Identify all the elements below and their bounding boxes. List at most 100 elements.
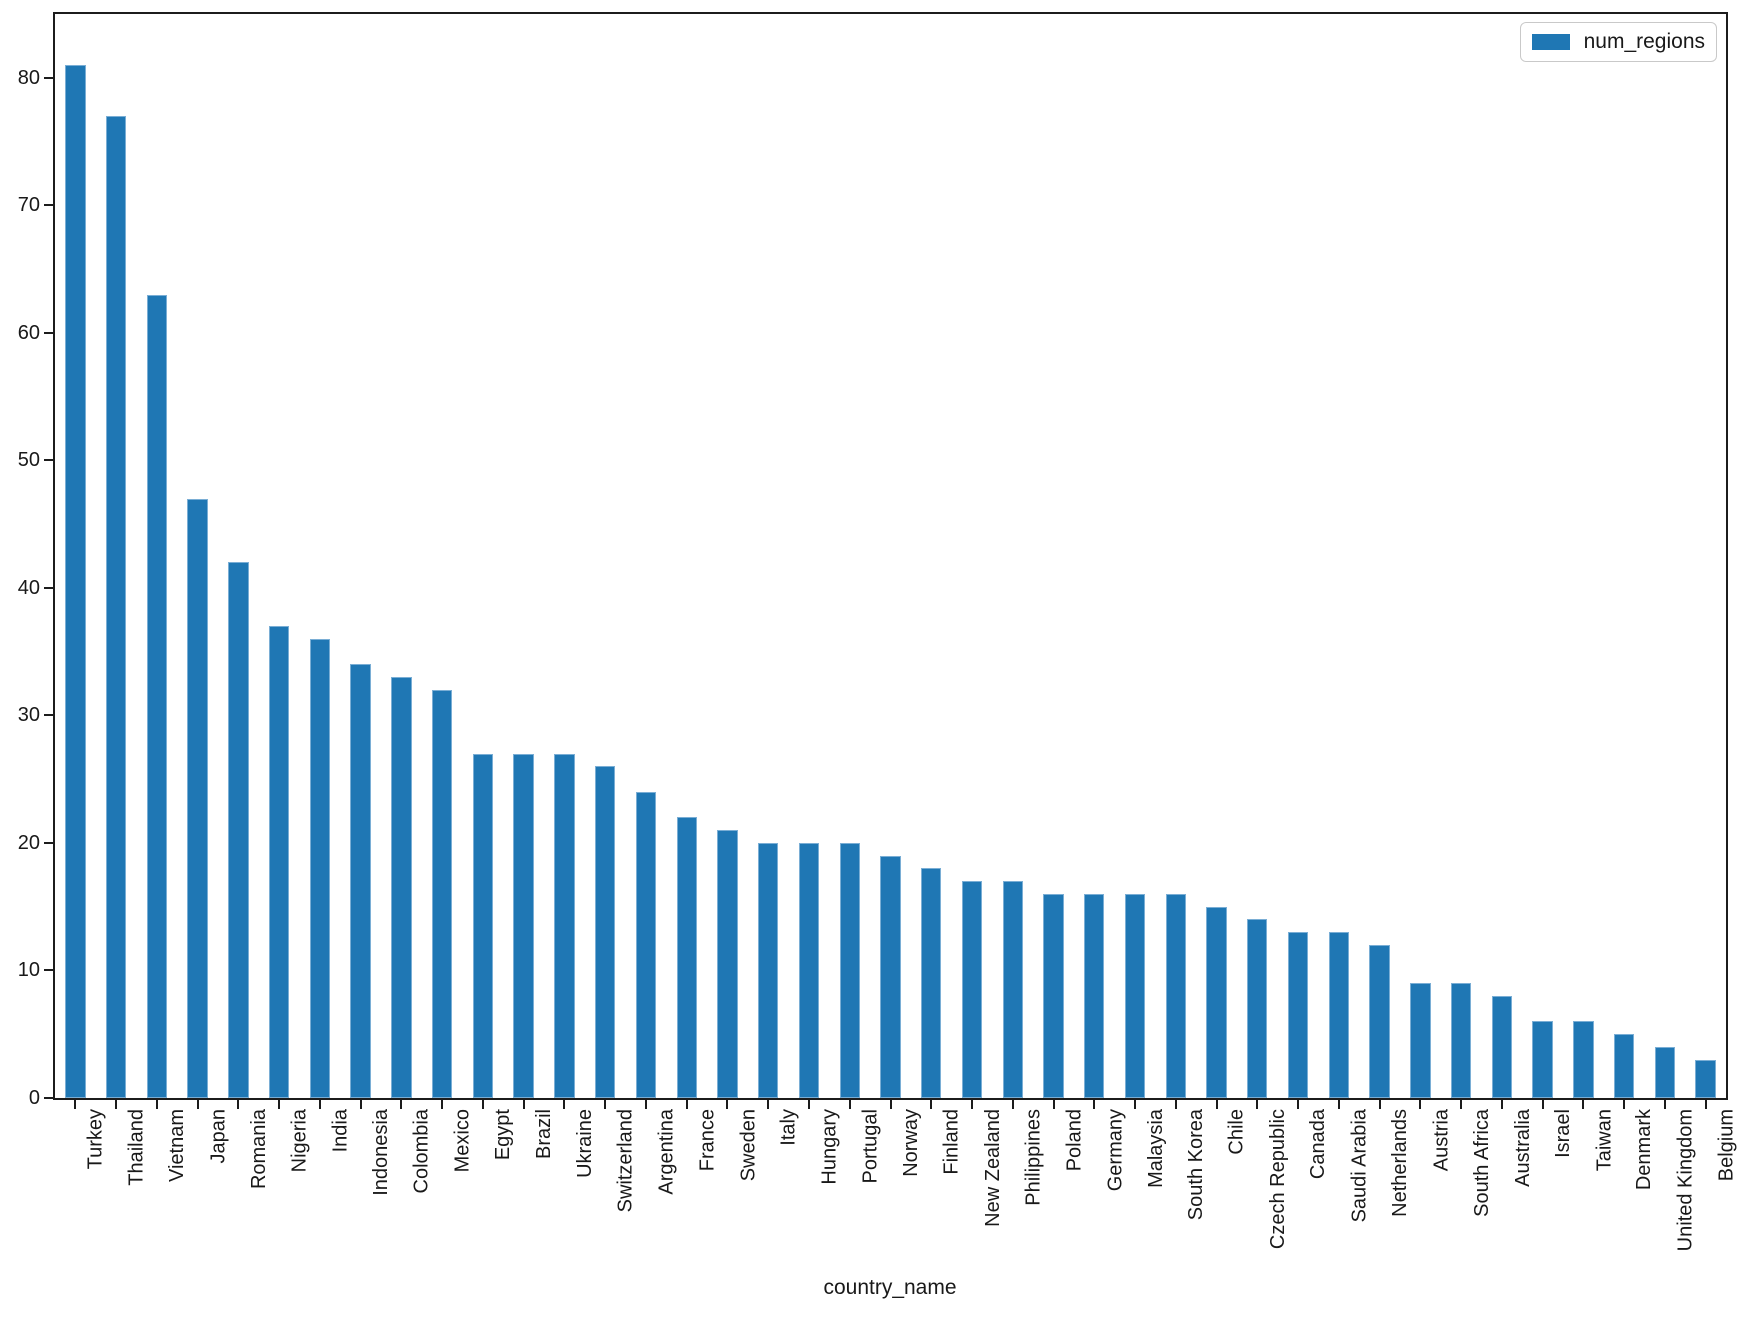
bar-switzerland (595, 766, 616, 1098)
x-tick-label: Poland (1063, 1109, 1086, 1172)
plot-area: num_regions 0 10 20 30 40 50 60 70 80 Turkey Thail… (18, 12, 1737, 1251)
x-tick-mark (237, 1100, 240, 1109)
x-tick-mark (400, 1100, 403, 1109)
y-tick-mark (44, 841, 53, 844)
bar-mexico (431, 689, 453, 1098)
bar-germany (1084, 893, 1105, 1098)
x-tick-label: New Zealand (981, 1109, 1004, 1227)
bar-nigeria (268, 626, 290, 1098)
y-tick-label: 0 (28, 1087, 40, 1109)
x-tick-mark (1582, 1100, 1585, 1109)
x-tick-mark (481, 1100, 484, 1109)
x-tick-mark (1011, 1100, 1014, 1109)
x-tick-mark (1460, 1100, 1463, 1109)
x-tick-mark (1093, 1100, 1096, 1109)
bar-india (309, 638, 331, 1098)
bar-belgium (1695, 1059, 1716, 1098)
bar-turkey (65, 65, 86, 1098)
legend-swatch-icon (1531, 34, 1570, 50)
x-tick-label: Italy (777, 1109, 800, 1146)
bar-ukraine (554, 753, 575, 1098)
x-tick-mark (889, 1100, 892, 1109)
legend: num_regions (1519, 22, 1717, 62)
y-tick-label: 80 (17, 66, 40, 89)
bar-sweden (717, 830, 738, 1098)
y-tick-label: 30 (17, 704, 40, 727)
x-tick-label: Austria (1429, 1109, 1452, 1172)
x-tick-mark (1623, 1100, 1626, 1109)
y-tick-mark (44, 204, 53, 207)
x-tick-label: Finland (940, 1109, 963, 1175)
x-tick-mark (1134, 1100, 1137, 1109)
legend-label: num_regions (1583, 30, 1705, 53)
bar-saudi-arabia (1328, 932, 1349, 1098)
x-tick-label: South Africa (1470, 1109, 1493, 1217)
x-tick-label: Philippines (1022, 1109, 1045, 1206)
x-tick-mark (1256, 1100, 1259, 1109)
x-tick-mark (1215, 1100, 1218, 1109)
x-tick-mark (1663, 1100, 1666, 1109)
bar-south-africa (1450, 983, 1472, 1098)
x-tick-label: Ukraine (573, 1109, 596, 1178)
x-tick-label: Belgium (1715, 1109, 1738, 1182)
bar-colombia (391, 677, 412, 1098)
bar-israel (1532, 1021, 1553, 1098)
x-tick-mark (1052, 1100, 1055, 1109)
bar-portugal (839, 842, 860, 1098)
bar-south-korea (1165, 893, 1186, 1098)
x-tick-label: Nigeria (288, 1109, 311, 1173)
bar-egypt (472, 753, 494, 1098)
y-tick-mark (44, 586, 53, 589)
x-tick-label: Czech Republic (1266, 1109, 1289, 1250)
x-tick-label: India (329, 1109, 352, 1153)
bar-philippines (1002, 881, 1023, 1098)
x-tick-mark (807, 1100, 810, 1109)
x-tick-label: Romania (247, 1109, 270, 1190)
bar-romania (228, 562, 249, 1098)
x-tick-label: Malaysia (1144, 1109, 1167, 1188)
x-tick-mark (74, 1100, 77, 1109)
y-tick-mark (44, 1097, 53, 1099)
x-tick-label: Indonesia (370, 1109, 393, 1196)
x-tick-mark (685, 1100, 688, 1109)
bar-malaysia (1124, 893, 1146, 1098)
x-tick-label: Hungary (818, 1109, 841, 1185)
x-tick-label: Saudi Arabia (1348, 1109, 1371, 1223)
x-tick-label: Vietnam (166, 1109, 189, 1183)
x-tick-mark (115, 1100, 118, 1109)
x-tick-label: Netherlands (1389, 1109, 1412, 1217)
x-tick-mark (604, 1100, 607, 1109)
x-tick-mark (1704, 1100, 1707, 1109)
x-tick-label: Sweden (736, 1109, 759, 1182)
bar-poland (1043, 893, 1064, 1098)
bar-vietnam (146, 294, 168, 1098)
y-tick-label: 60 (17, 321, 40, 344)
y-tick-label: 20 (17, 831, 40, 854)
bar-netherlands (1369, 944, 1390, 1098)
x-tick-mark (971, 1100, 973, 1109)
y-tick-label: 40 (17, 576, 40, 599)
x-tick-label: Portugal (859, 1109, 882, 1184)
x-tick-label: Germany (1103, 1109, 1126, 1192)
y-tick-label: 10 (17, 959, 40, 982)
x-tick-mark (278, 1100, 281, 1109)
x-tick-mark (1541, 1100, 1544, 1109)
x-tick-label: South Korea (1185, 1109, 1208, 1221)
x-tick-mark (1419, 1100, 1422, 1109)
x-tick-mark (1337, 1100, 1340, 1109)
x-tick-label: Mexico (451, 1109, 474, 1173)
x-tick-label: Norway (900, 1109, 922, 1177)
bar-france (676, 817, 697, 1098)
bar-thailand (105, 116, 127, 1098)
x-tick-label: Argentina (655, 1109, 678, 1195)
x-tick-mark (726, 1100, 729, 1109)
x-tick-mark (522, 1100, 525, 1109)
x-tick-label: Brazil (533, 1109, 556, 1160)
bar-indonesia (350, 664, 371, 1098)
x-tick-label: Switzerland (614, 1109, 637, 1213)
x-tick-mark (318, 1100, 321, 1109)
x-tick-label: Denmark (1633, 1109, 1656, 1191)
x-tick-label: Taiwan (1592, 1109, 1615, 1172)
x-tick-mark (1297, 1100, 1300, 1109)
